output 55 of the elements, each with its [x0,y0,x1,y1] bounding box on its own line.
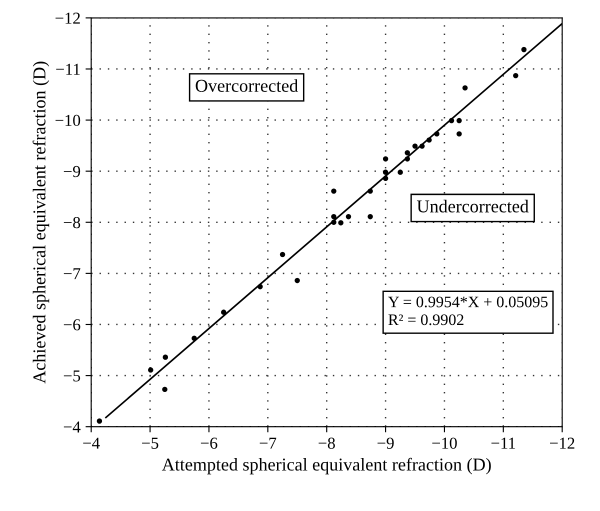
point [258,284,263,290]
point [331,214,336,220]
point [382,170,388,175]
point [398,170,403,175]
x-tick-label: −6 [200,438,218,449]
x-tick-label: −7 [260,438,276,449]
y-axis-title: Achieved spherical equivalent refraction (D) [32,62,50,384]
y-tick-label: −4 [64,421,81,432]
point [382,156,388,162]
point [382,176,388,181]
point [192,336,197,341]
point [331,220,336,225]
y-tick-label: −12 [56,12,80,24]
y-tick-label: −7 [64,268,80,280]
point [448,118,454,124]
point [456,118,462,124]
point [346,214,352,220]
point [294,278,300,284]
point [148,367,154,373]
y-tick-label: −5 [64,370,80,382]
point [280,252,286,258]
point [404,150,410,156]
x-tick-label: −5 [142,438,158,449]
point [368,188,373,194]
x-axis-title: Attempted spherical equivalent refraction (D) [162,458,491,474]
point [456,131,462,137]
x-tick-label: −12 [550,438,574,449]
point [513,72,518,78]
annotation: Overcorrected [196,79,298,92]
point [412,143,418,149]
y-tick-label: −6 [64,319,80,330]
point [162,354,168,360]
point [404,156,410,162]
point [331,188,336,194]
point [338,220,344,226]
point [419,143,425,149]
y-tick-label: −10 [56,114,80,126]
x-tick-label: −10 [432,438,457,449]
point [521,46,527,52]
point [162,386,168,392]
y-tick-label: −11 [56,64,80,75]
point [434,131,440,137]
point [221,310,226,315]
y-tick-label: −8 [64,216,80,228]
point [96,418,102,424]
annotation: Undercorrected [416,200,529,212]
x-tick-label: −11 [491,438,516,449]
x-tick-label: −8 [318,438,335,449]
x-tick-label: −4 [83,438,100,449]
x-tick-label: −9 [378,438,394,449]
point [426,137,432,143]
y-tick-label: −9 [64,166,80,178]
annotation: Y = 0.9954*X + 0.05095 R² = 0.9902 [388,296,548,326]
point [462,85,468,91]
point [368,214,373,220]
